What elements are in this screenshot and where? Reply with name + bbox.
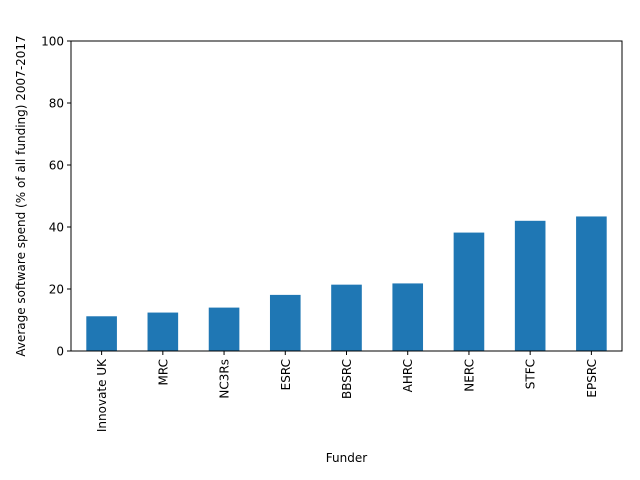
y-tick-label: 100 [41,35,64,49]
x-tick-label: AHRC [401,359,415,392]
x-axis-title: Funder [326,451,367,465]
y-tick-label: 60 [49,159,64,173]
y-axis-title: Average software spend (% of all funding… [14,35,28,356]
y-tick-label: 0 [56,345,64,359]
y-axis: 0 20 40 60 80 100 [41,35,71,359]
bar-stfc [514,220,546,351]
x-tick-label: EPSRC [585,359,599,398]
y-tick-label: 40 [49,221,64,235]
y-tick-label: 20 [49,283,64,297]
x-tick-label: Innovate UK [95,358,109,432]
bar-bbsrc [331,284,362,351]
x-tick-label: ESRC [279,359,293,390]
x-tick-label: NC3Rs [218,359,232,399]
bar-esrc [269,294,301,351]
x-tick-label: NERC [462,359,476,392]
bar-innovate-uk [86,316,117,351]
bar-epsrc [576,216,607,351]
x-tick-label: STFC [524,359,538,389]
x-tick-label: MRC [156,359,170,385]
y-tick-label: 80 [49,97,64,111]
bar-nc3rs [208,307,240,351]
x-axis: Innovate UK MRC NC3Rs ESRC BBSRC AHRC NERC STFC… [95,351,599,432]
bars-group [86,216,607,351]
bar-ahrc [392,283,424,351]
bar-mrc [147,312,179,351]
x-tick-label: BBSRC [340,359,354,399]
bar-nerc [453,232,485,351]
